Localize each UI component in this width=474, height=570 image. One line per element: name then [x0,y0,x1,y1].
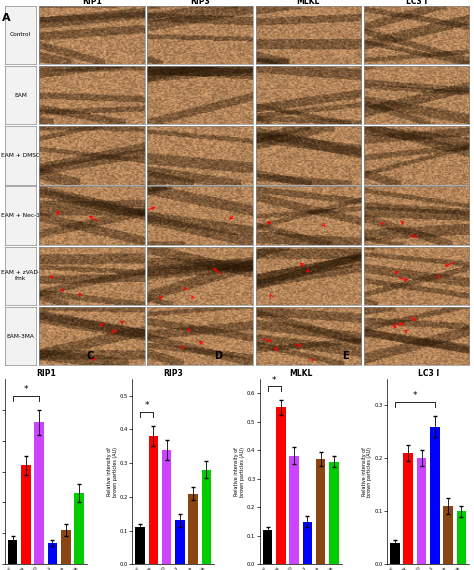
Y-axis label: Relative intensity of
brown particles (AU): Relative intensity of brown particles (A… [107,447,118,496]
Bar [329,462,338,564]
Title: MLKL: MLKL [297,0,320,6]
Bar [162,450,172,564]
Bar [74,493,84,564]
Text: EAM + Nec-1: EAM + Nec-1 [1,213,40,218]
Text: *: * [24,385,28,394]
Bar [35,422,44,564]
Text: *: * [272,376,276,385]
Bar [430,426,439,564]
Title: RIP3: RIP3 [190,0,210,6]
Bar [149,436,158,564]
Bar [61,530,71,564]
Bar [21,466,31,564]
Bar [456,511,466,564]
Text: Control: Control [10,32,31,38]
Bar [302,522,312,564]
Bar [263,530,273,564]
Text: EAM + zVAD-
fmk: EAM + zVAD- fmk [1,270,40,281]
Text: C: C [87,351,94,361]
Y-axis label: Relative intensity of
brown particles (AU): Relative intensity of brown particles (A… [234,447,245,496]
Text: EAM-3MA: EAM-3MA [7,333,35,339]
Bar [289,456,299,564]
Bar [188,494,198,564]
Bar [8,540,18,564]
Text: E: E [342,351,348,361]
Bar [276,408,286,564]
Title: RIP3: RIP3 [164,369,183,378]
Bar [316,459,325,564]
Bar [175,520,185,564]
Title: LC3 I: LC3 I [406,0,427,6]
Bar [136,527,145,564]
Bar [403,453,413,564]
Bar [443,506,453,564]
Bar [390,543,400,564]
Bar [417,458,426,564]
Title: MLKL: MLKL [289,369,312,378]
Text: D: D [214,351,222,361]
Text: A: A [2,13,11,23]
Bar [201,470,211,564]
Text: *: * [145,401,149,410]
Y-axis label: Relative intensity of
brown particles (AU): Relative intensity of brown particles (A… [362,447,373,496]
Text: *: * [413,391,417,400]
Text: EAM + DMSO: EAM + DMSO [1,153,40,158]
Title: LC3 I: LC3 I [418,369,439,378]
Title: RIP1: RIP1 [82,0,102,6]
Title: RIP1: RIP1 [36,369,56,378]
Bar [48,543,57,564]
Text: EAM: EAM [14,93,27,97]
